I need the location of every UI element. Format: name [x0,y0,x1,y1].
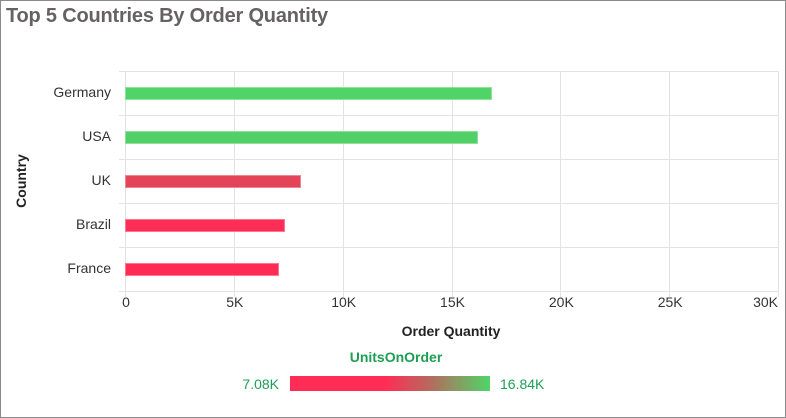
bar-france[interactable] [125,262,280,276]
grid-line-vertical [451,71,453,297]
y-axis-title: Country [13,154,29,208]
legend-max-label: 16.84K [500,376,545,392]
grid-line-vertical [342,71,344,297]
bar-usa[interactable] [125,130,478,144]
plot-area [119,71,779,297]
y-category-label: Brazil [75,216,111,232]
y-category-label: UK [91,172,111,188]
grid-line-horizontal [119,291,778,292]
x-axis-title: Order Quantity [401,323,501,339]
y-category-label: Germany [53,84,111,100]
grid-line-horizontal [119,203,778,204]
bar-uk[interactable] [125,174,302,188]
grid-line-vertical [560,71,562,297]
legend-min-label: 7.08K [242,376,279,392]
x-tick-label: 25K [657,294,683,310]
grid-line-horizontal [119,247,778,248]
grid-line-horizontal [119,71,778,72]
y-category-label: USA [82,128,111,144]
grid-line-horizontal [119,115,778,116]
bar-brazil[interactable] [125,218,285,232]
y-category-label: France [67,260,111,276]
x-tick-label: 30K [753,294,778,310]
x-tick-label: 15K [440,294,465,310]
grid-line-vertical [778,71,779,297]
grid-line-horizontal [119,159,778,160]
bar-germany[interactable] [125,86,492,100]
x-tick-label: 0 [122,294,130,310]
legend-gradient-bar [290,376,490,391]
legend-title: UnitsOnOrder [349,349,443,365]
chart-title: Top 5 Countries By Order Quantity [6,5,328,27]
x-tick-label: 20K [548,294,574,310]
grid-line-vertical [669,71,671,297]
x-tick-label: 10K [331,294,357,310]
x-tick-label: 5K [226,294,244,310]
